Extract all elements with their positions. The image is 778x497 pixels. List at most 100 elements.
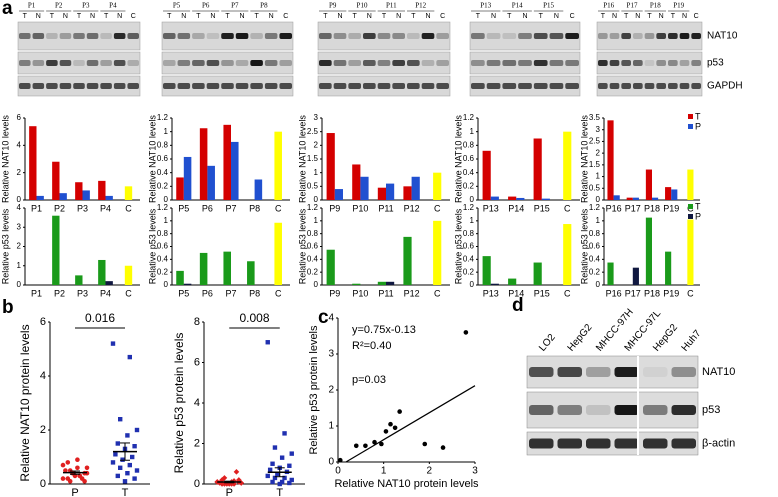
x-tick-label: P3 — [77, 203, 88, 213]
blot-band — [113, 83, 126, 89]
blot-band — [471, 83, 485, 89]
data-point — [289, 451, 294, 456]
annotation: p=0.03 — [352, 374, 386, 386]
blot-band — [668, 33, 678, 39]
lane-label: T — [225, 13, 230, 20]
blot-band — [319, 83, 332, 89]
x-tick-label: P6 — [202, 203, 213, 213]
y-tick-label: 0.6 — [157, 154, 169, 163]
blot-band — [221, 60, 234, 66]
y-tick-label: 0.2 — [157, 267, 169, 276]
blot-band — [421, 60, 435, 66]
blot-band — [113, 33, 126, 39]
lane-label: T — [382, 13, 387, 20]
blot-band — [691, 60, 701, 66]
lane-label: N — [337, 13, 342, 20]
data-point — [287, 463, 292, 468]
blot-band — [59, 83, 72, 89]
blot-band — [206, 60, 220, 66]
bar — [377, 187, 386, 200]
blot-band — [691, 83, 701, 89]
blot-band — [598, 83, 608, 89]
blot-band — [192, 33, 205, 39]
x-tick-label: C — [687, 288, 694, 298]
blot-band — [502, 33, 517, 39]
blot-band — [235, 33, 249, 39]
control-bar — [274, 131, 282, 200]
y-tick-label: 2 — [328, 385, 334, 396]
blot-band — [377, 33, 391, 39]
y-tick-label: 1 — [596, 172, 601, 181]
y-tick-label: 0.4 — [463, 254, 475, 263]
bar — [386, 183, 395, 200]
patient-label: P5 — [173, 2, 181, 10]
lane-label: Huh7 — [680, 328, 704, 354]
y-axis-label: Relative p53 levels — [147, 208, 157, 284]
blot-band — [363, 60, 376, 66]
y-tick-label: 0.4 — [463, 168, 475, 177]
y-axis-label: Relative NAT10 levels — [453, 115, 463, 203]
blot-band — [377, 83, 391, 89]
x-tick-label: P8 — [249, 288, 260, 298]
legend-label: T — [695, 201, 701, 211]
y-axis-label: Relative NAT10 levels — [579, 115, 589, 203]
bar — [377, 281, 386, 285]
blot-band — [614, 438, 639, 449]
blot-band — [221, 33, 234, 39]
blot-band — [235, 83, 249, 89]
bar — [352, 283, 361, 285]
bar — [490, 196, 499, 200]
x-tick-label: C — [564, 203, 571, 213]
x-tick-label: P4 — [100, 288, 111, 298]
y-tick-label: 0.4 — [157, 254, 169, 263]
bar — [59, 193, 67, 200]
panel-label: b — [2, 297, 14, 318]
panel-label: c — [318, 307, 329, 328]
y-tick-label: 8 — [194, 316, 200, 328]
x-tick-label: P15 — [534, 288, 550, 298]
y-tick-label: 6 — [17, 113, 22, 122]
x-tick-label: P9 — [329, 203, 340, 213]
blot-band — [163, 60, 176, 66]
data-point — [132, 476, 137, 481]
x-tick-label: P9 — [329, 288, 340, 298]
blot-band — [279, 60, 292, 66]
data-point — [63, 468, 68, 473]
lane-label: N — [36, 13, 41, 20]
data-point — [125, 471, 130, 476]
annotation: R²=0.40 — [352, 340, 391, 352]
bar — [29, 126, 37, 200]
x-tick-label: P8 — [249, 203, 260, 213]
patient-label: P3 — [82, 2, 90, 10]
lane-label: N — [210, 13, 215, 20]
data-point — [279, 455, 285, 460]
y-tick-label: 2 — [596, 148, 601, 157]
y-axis-label: Relative NAT10 levels — [297, 115, 307, 203]
x-tick-label: P13 — [483, 203, 499, 213]
blot-band — [221, 83, 234, 89]
blot-band — [363, 83, 376, 89]
blot-row-label: GAPDH — [707, 81, 743, 92]
blot-band — [86, 83, 99, 89]
lane-label: N — [63, 13, 68, 20]
bar — [52, 215, 60, 285]
bar — [105, 195, 113, 200]
data-point — [84, 465, 90, 471]
y-tick-label: 0 — [314, 195, 319, 204]
lane-label: C — [570, 13, 575, 20]
x-tick-label: P3 — [77, 288, 88, 298]
y-tick-label: 3.5 — [589, 113, 601, 122]
blot-band — [86, 33, 99, 39]
x-tick-label: P6 — [202, 288, 213, 298]
data-point — [287, 480, 292, 486]
blot-band — [549, 83, 564, 89]
legend-swatch — [688, 204, 693, 209]
blot-band — [486, 83, 501, 89]
data-point — [130, 454, 135, 460]
x-tick-label: P10 — [352, 288, 368, 298]
data-point — [440, 445, 446, 450]
lane-label: LO2 — [537, 332, 558, 354]
data-point — [134, 468, 140, 473]
lane-label: C — [131, 13, 136, 20]
